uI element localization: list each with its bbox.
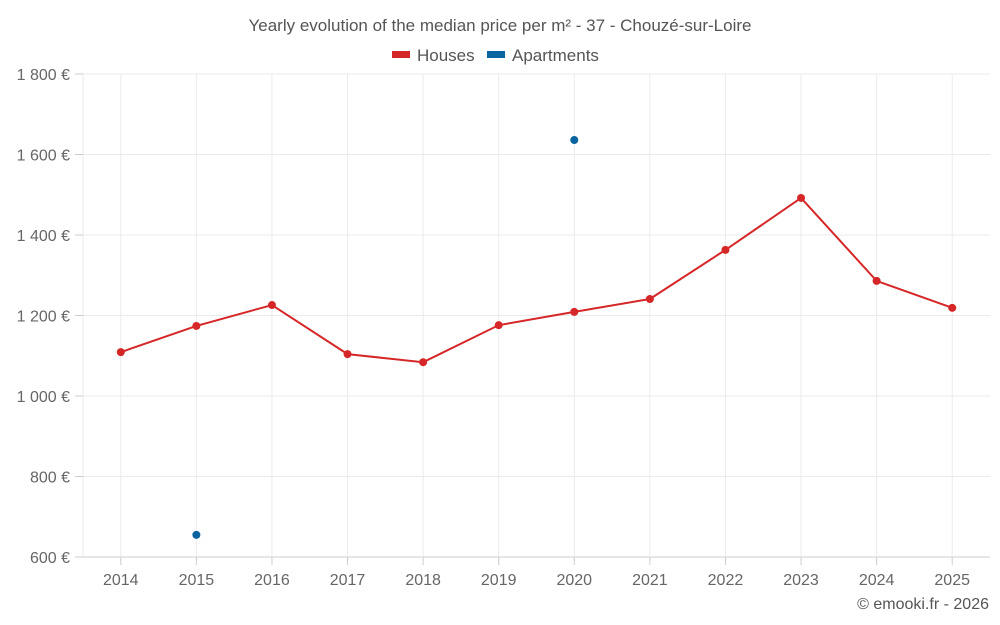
legend-swatch-houses (392, 51, 410, 58)
x-tick-label: 2016 (254, 572, 290, 589)
data-point-houses-2025[interactable] (948, 303, 957, 312)
series-houses (116, 193, 957, 367)
data-point-houses-2014[interactable] (116, 348, 125, 357)
x-tick-label: 2024 (859, 572, 895, 589)
series-apartments (192, 136, 579, 539)
y-tick-label: 600 € (30, 550, 70, 567)
legend-item-apartments[interactable]: Apartments (487, 46, 599, 65)
data-point-houses-2015[interactable] (192, 321, 201, 330)
x-axis: 2014 2015 2016 2017 2018 2019 2020 2021 2022 2023… (103, 557, 970, 589)
x-tick-label: 2018 (405, 572, 441, 589)
x-tick-label: 2015 (179, 572, 215, 589)
data-point-houses-2024[interactable] (872, 276, 881, 285)
x-tick-label: 2021 (632, 572, 668, 589)
x-tick-label: 2019 (481, 572, 517, 589)
y-tick-label: 1 800 € (17, 67, 70, 84)
data-point-houses-2023[interactable] (797, 193, 806, 202)
chart-title: Yearly evolution of the median price per… (248, 16, 751, 35)
y-tick-label: 1 600 € (17, 148, 70, 165)
credit: © emooki.fr - 2026 (857, 596, 989, 613)
x-tick-label: 2025 (934, 572, 970, 589)
data-point-houses-2022[interactable] (721, 245, 730, 254)
data-point-houses-2021[interactable] (645, 294, 654, 303)
x-tick-label: 2017 (330, 572, 366, 589)
data-point-apartments-2020[interactable] (570, 136, 579, 145)
data-point-houses-2020[interactable] (570, 307, 579, 316)
legend-label-houses: Houses (417, 46, 475, 65)
y-axis: 600 € 800 € 1 000 € 1 200 € 1 400 € 1 600 € 1 … (17, 67, 83, 567)
x-tick-label: 2023 (783, 572, 819, 589)
legend-label-apartments: Apartments (512, 46, 599, 65)
data-point-houses-2017[interactable] (343, 350, 352, 359)
y-tick-label: 1 000 € (17, 389, 70, 406)
series-layer (116, 136, 957, 539)
x-tick-label: 2022 (708, 572, 744, 589)
x-tick-label: 2020 (556, 572, 592, 589)
y-tick-label: 1 400 € (17, 228, 70, 245)
data-point-apartments-2015[interactable] (192, 530, 201, 539)
series-line-houses (120, 196, 953, 364)
data-point-houses-2016[interactable] (267, 301, 276, 310)
legend: Houses Apartments (392, 46, 599, 65)
x-tick-label: 2014 (103, 572, 139, 589)
legend-swatch-apartments (487, 51, 505, 58)
data-point-houses-2019[interactable] (494, 321, 503, 330)
legend-item-houses[interactable]: Houses (392, 46, 475, 65)
y-tick-label: 800 € (30, 470, 70, 487)
data-point-houses-2018[interactable] (419, 358, 428, 367)
grid (82, 73, 990, 558)
y-tick-label: 1 200 € (17, 309, 70, 326)
